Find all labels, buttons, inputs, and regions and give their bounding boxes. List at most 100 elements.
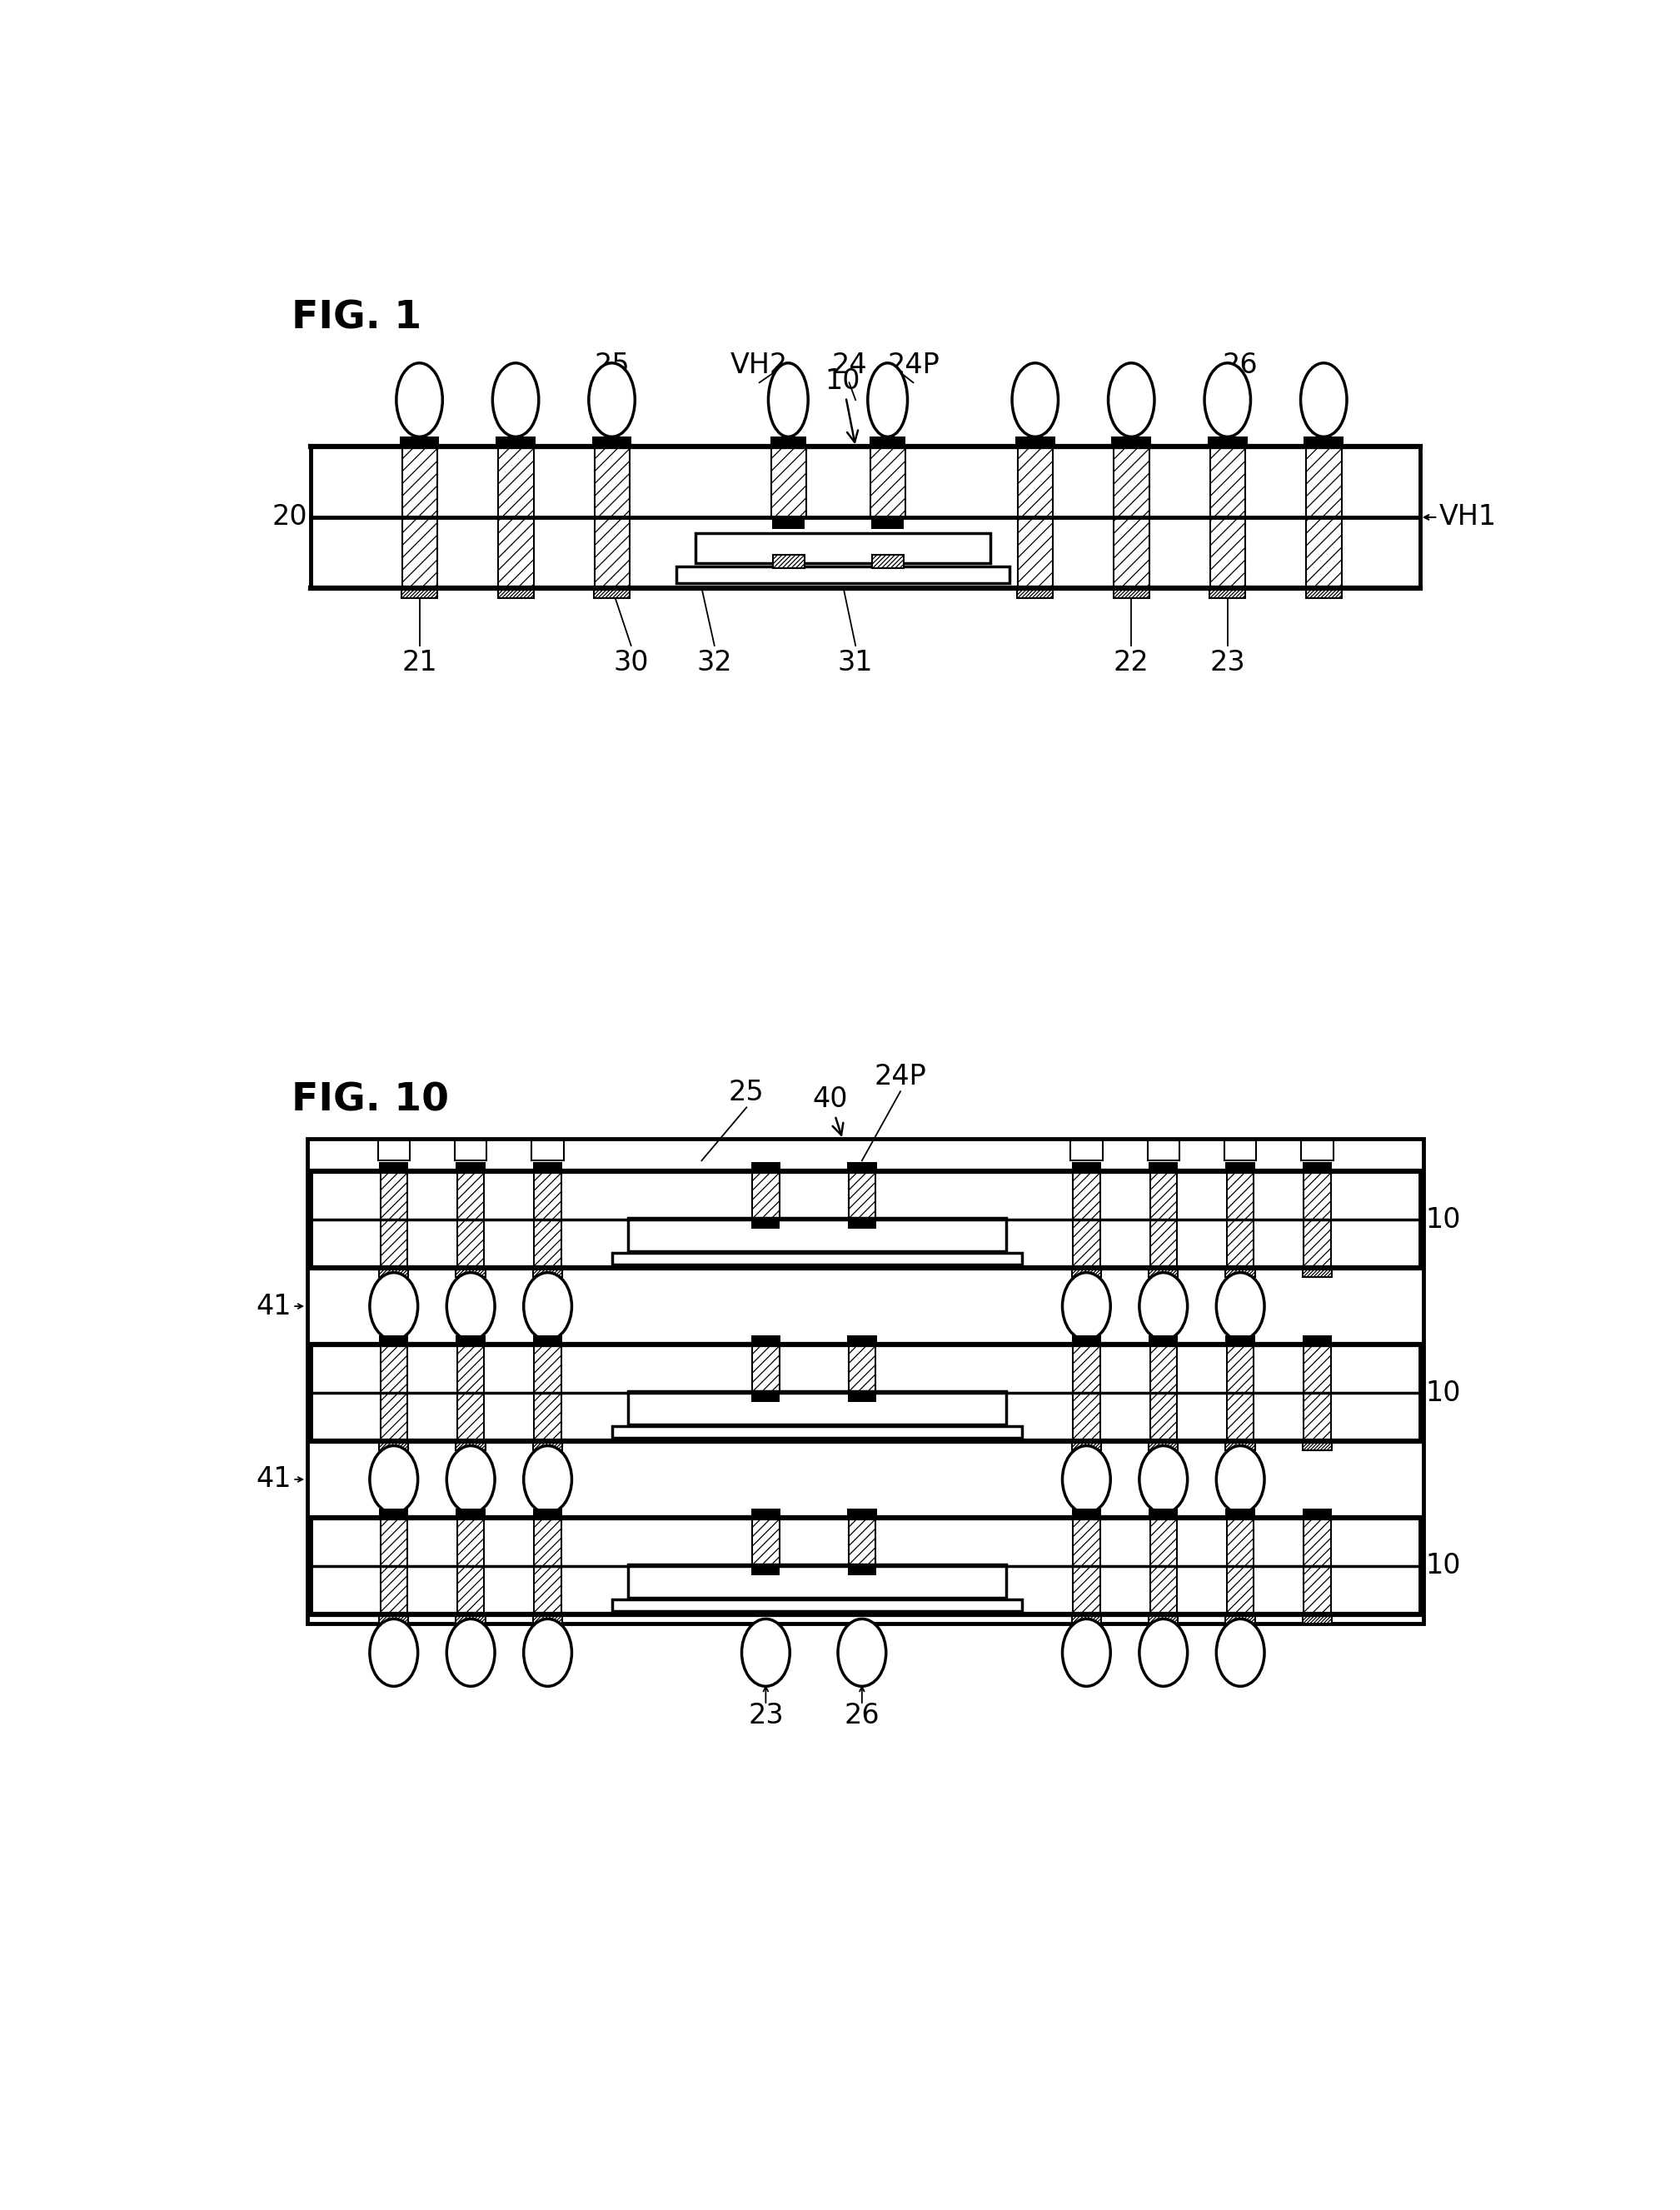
Text: 10: 10 [1425,1379,1460,1406]
Bar [595,446,630,588]
Ellipse shape [370,1620,418,1686]
Bar [1149,1269,1178,1277]
Text: 23: 23 [748,1702,783,1730]
Ellipse shape [1216,1620,1265,1686]
Bar [1074,1171,1100,1269]
Bar [1072,1269,1100,1277]
Bar [380,1613,408,1624]
Ellipse shape [741,1620,790,1686]
Ellipse shape [838,1620,885,1686]
Text: 10: 10 [1425,1207,1460,1233]
Bar [1302,1140,1334,1160]
Text: 20: 20 [272,504,307,530]
Text: 26: 26 [1223,351,1258,380]
Bar [380,1441,408,1450]
Bar [380,1171,407,1269]
Bar [1072,1507,1100,1518]
Bar [1114,446,1149,588]
Bar [1112,435,1151,446]
Bar [455,1140,487,1160]
Ellipse shape [869,362,907,438]
Bar [1149,1335,1178,1344]
Bar [533,1335,563,1344]
Text: 10: 10 [1425,1551,1460,1580]
Bar [455,1162,486,1171]
Ellipse shape [370,1445,418,1514]
Ellipse shape [1300,362,1347,438]
Bar [402,588,437,599]
Bar [380,1162,408,1171]
Bar [1074,1518,1100,1613]
Bar [1226,1507,1255,1518]
Bar [1226,1344,1253,1441]
Bar [751,1220,780,1229]
Bar [1226,1162,1255,1171]
Bar [311,1171,1420,1269]
Text: 40: 40 [811,1085,848,1136]
Bar [1072,1441,1100,1450]
Text: 21: 21 [402,650,437,676]
Ellipse shape [524,1620,571,1686]
Text: 10: 10 [825,367,860,442]
Bar [380,1518,407,1613]
Bar [533,1269,563,1277]
Bar [1072,1335,1100,1344]
Bar [751,1567,780,1576]
Bar [1018,446,1053,588]
Bar [455,1269,486,1277]
Bar [696,533,990,564]
Bar [773,555,805,568]
Bar [380,1335,408,1344]
Bar [534,1171,561,1269]
Bar [1114,588,1149,599]
Bar [872,517,904,528]
Text: 24: 24 [832,351,867,380]
Bar [533,1162,563,1171]
Bar [1307,446,1342,588]
Ellipse shape [447,1445,496,1514]
Bar [753,1344,780,1392]
Bar [1149,1344,1178,1441]
Bar [497,588,534,599]
Bar [1149,1441,1178,1450]
Bar [1304,1171,1331,1269]
Text: 41: 41 [255,1465,291,1494]
Bar [848,1518,875,1567]
Bar [628,1565,1006,1598]
Bar [1072,1162,1100,1171]
Bar [1226,1171,1253,1269]
Ellipse shape [768,362,808,438]
Ellipse shape [1109,362,1154,438]
Bar [628,1218,1006,1251]
Bar [751,1162,781,1171]
Ellipse shape [1216,1445,1265,1514]
Bar [533,1613,563,1624]
Bar [378,1140,410,1160]
Bar [402,446,437,588]
Bar [753,1518,780,1567]
Bar [1226,1335,1255,1344]
Text: 22: 22 [1114,650,1149,676]
Bar [1304,1344,1331,1441]
Text: 41: 41 [255,1293,291,1319]
Bar [1070,1140,1102,1160]
Text: 25: 25 [595,351,630,380]
Text: 24P: 24P [887,351,939,380]
Bar [1149,1507,1178,1518]
Bar [847,1162,877,1171]
Ellipse shape [524,1445,571,1514]
Bar [612,1600,1023,1611]
Bar [1226,1441,1255,1450]
Text: 25: 25 [729,1078,764,1107]
Bar [1016,588,1053,599]
Bar [612,1425,1023,1439]
Bar [457,1518,484,1613]
Text: 26: 26 [845,1702,880,1730]
Bar [1226,1269,1255,1277]
Bar [848,1567,875,1576]
Text: 32: 32 [697,650,732,676]
Bar [455,1441,486,1450]
Bar [1147,1140,1179,1160]
Ellipse shape [1062,1620,1110,1686]
Ellipse shape [396,362,442,438]
